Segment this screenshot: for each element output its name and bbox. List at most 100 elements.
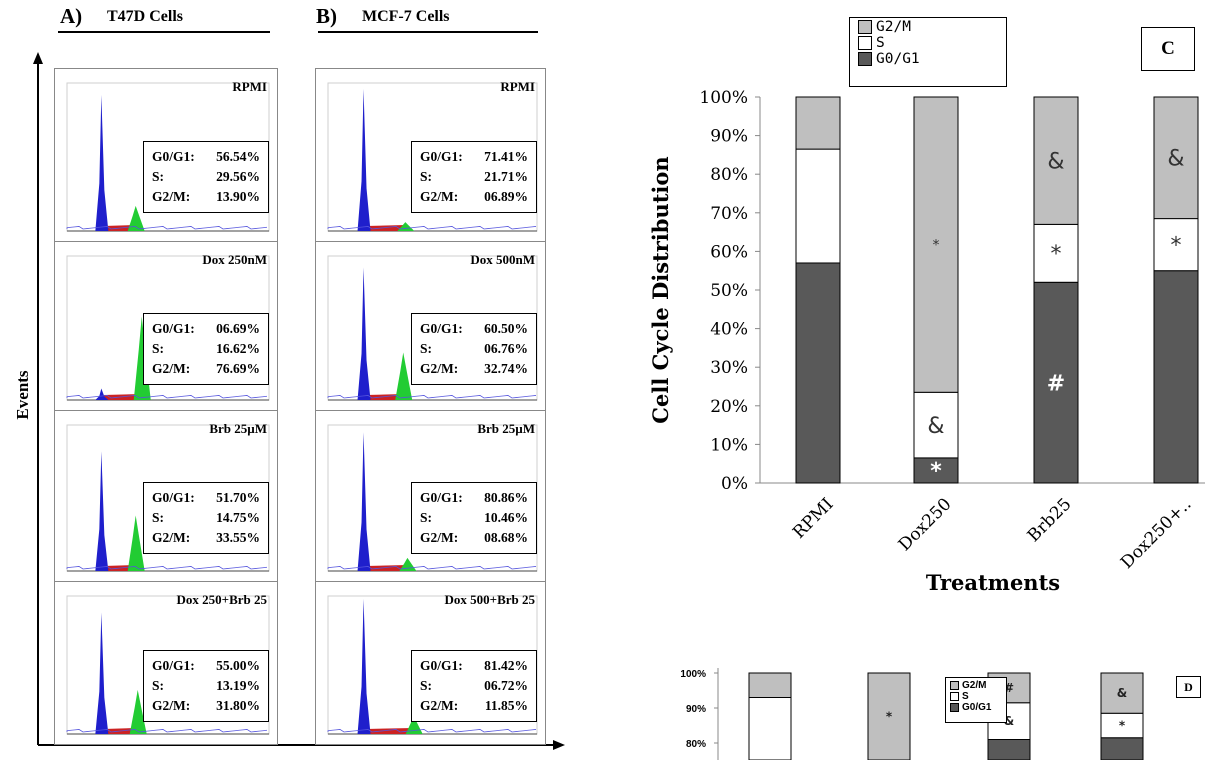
legend-entry: S	[950, 691, 1002, 702]
chart-c-y-tick-label: 80%	[710, 165, 748, 185]
stat-phase: G0/G1:	[152, 658, 195, 674]
panel-c-letter: C	[1141, 27, 1195, 71]
chart-c-annotation: &	[1167, 146, 1184, 171]
stat-value: 60.50%	[484, 320, 528, 336]
chart-c-annotation: *	[933, 238, 940, 254]
stat-row: G2/M: 76.69%	[152, 359, 260, 379]
histogram-trace	[66, 395, 268, 399]
stat-row: G0/G1: 81.42%	[420, 656, 528, 676]
stat-phase: S:	[420, 678, 433, 694]
histogram-condition-label: Dox 250+Brb 25	[176, 592, 267, 607]
legend-label: G0/G1	[876, 51, 920, 67]
chart-d-y-tick-label: 100%	[680, 669, 706, 680]
stat-phase: S:	[152, 510, 165, 526]
stat-phase: S:	[420, 340, 433, 356]
stat-phase: G0/G1:	[420, 320, 463, 336]
stat-value: 76.69%	[216, 360, 260, 376]
chart-c-y-tick-label: 0%	[721, 474, 748, 494]
histogram-plot	[327, 424, 538, 572]
stat-row: G0/G1: 71.41%	[420, 147, 528, 167]
chart-c-bar-g0g1	[795, 262, 841, 484]
chart-c-y-tick-label: 20%	[710, 397, 748, 417]
cell-cycle-stats-box: G0/G1: 55.00% S: 13.19% G2/M: 31.80%	[143, 650, 269, 723]
cell-cycle-stats-box: G0/G1: 80.86% S: 10.46% G2/M: 08.68%	[411, 482, 537, 555]
histogram-trace	[327, 729, 537, 733]
chart-c-y-tick-label: 70%	[710, 204, 748, 224]
stat-row: G2/M: 33.55%	[152, 528, 260, 548]
stat-value: 10.46%	[484, 510, 528, 526]
stat-phase: G2/M:	[420, 698, 459, 714]
stat-row: G2/M: 32.74%	[420, 359, 528, 379]
histogram-condition-label: RPMI	[500, 79, 535, 94]
stat-row: S: 13.19%	[152, 676, 260, 696]
stat-value: 21.71%	[484, 169, 528, 185]
stat-phase: G0/G1:	[420, 658, 463, 674]
stat-row: G2/M: 08.68%	[420, 528, 528, 548]
legend-swatch	[858, 20, 872, 34]
g2m-peak	[129, 689, 147, 734]
chart-c-bar-g0g1	[913, 457, 959, 484]
stat-value: 11.85%	[484, 698, 528, 714]
stat-row: G0/G1: 51.70%	[152, 488, 260, 508]
legend-entry: G0/G1	[950, 702, 1002, 713]
chart-c-bar-g2m	[1033, 96, 1079, 225]
legend-swatch	[858, 52, 872, 66]
stat-value: 81.42%	[484, 658, 528, 674]
chart-c-annotation: &	[1047, 149, 1064, 174]
stat-row: S: 06.72%	[420, 676, 528, 696]
stat-value: 08.68%	[484, 530, 528, 546]
chart-d-y-tick-label: 80%	[686, 739, 706, 750]
chart-c-bar-g2m	[913, 96, 959, 393]
chart-c-bar-g2m	[1153, 96, 1199, 220]
histogram-trace	[66, 729, 268, 733]
stat-row: S: 16.62%	[152, 339, 260, 359]
s-phase-fill	[363, 728, 414, 734]
stat-phase: S:	[152, 678, 165, 694]
legend-label: G0/G1	[962, 702, 992, 713]
histogram-condition-label: Dox 500nM	[470, 252, 535, 267]
legend-label: G2/M	[962, 680, 987, 691]
stat-value: 13.90%	[216, 189, 260, 205]
stat-phase: S:	[420, 510, 433, 526]
stat-value: 33.55%	[216, 530, 260, 546]
stat-phase: G2/M:	[420, 530, 459, 546]
cell-cycle-stats-box: G0/G1: 60.50% S: 06.76% G2/M: 32.74%	[411, 312, 537, 385]
g0g1-peak	[95, 388, 109, 400]
histogram-condition-label: Dox 250nM	[202, 252, 267, 267]
panel-a-title: T47D Cells	[107, 8, 183, 25]
histogram-condition-label: Dox 500+Brb 25	[444, 592, 535, 607]
stat-row: G0/G1: 80.86%	[420, 488, 528, 508]
stat-value: 13.19%	[216, 678, 260, 694]
chart-d-bar-g2m	[867, 672, 911, 760]
legend-label: G2/M	[876, 19, 911, 35]
chart-c-y-tick-label: 100%	[699, 88, 748, 108]
chart-d-bar-s	[748, 697, 792, 760]
chart-c-legend: G2/M S G0/G1	[849, 17, 1007, 87]
stat-value: 06.69%	[216, 320, 260, 336]
legend-entry: G2/M	[950, 680, 1002, 691]
stat-value: 14.75%	[216, 510, 260, 526]
histogram-plot	[66, 424, 270, 572]
chart-c-y-tick-label: 10%	[710, 435, 748, 455]
legend-swatch	[950, 692, 959, 701]
stat-value: 29.56%	[216, 169, 260, 185]
chart-c-y-tick-label: 60%	[710, 242, 748, 262]
stat-value: 71.41%	[484, 149, 528, 165]
stat-value: 31.80%	[216, 698, 260, 714]
stat-value: 06.76%	[484, 340, 528, 356]
chart-d-annotation: *	[886, 710, 893, 724]
histogram-mcf7-4: Dox 500+Brb 25 G0/G1: 81.42% S: 06.72% G2/M: 1…	[315, 581, 546, 745]
histogram-condition-label: Brb 25µM	[209, 421, 267, 436]
histogram-mcf7-3: Brb 25µM G0/G1: 80.86% S: 10.46% G2/M: 08.68%	[315, 410, 546, 582]
stat-row: G2/M: 11.85%	[420, 696, 528, 716]
chart-d-bar-g2m	[1100, 672, 1144, 714]
chart-c-annotation: #	[1047, 371, 1065, 396]
panel-a-underline	[58, 31, 270, 33]
stat-value: 80.86%	[484, 490, 528, 506]
histogram-mcf7-2: Dox 500nM G0/G1: 60.50% S: 06.76% G2/M: 32.74%	[315, 241, 546, 411]
panel-d-letter: D	[1176, 676, 1201, 698]
stat-phase: G0/G1:	[152, 490, 195, 506]
stat-row: G2/M: 13.90%	[152, 187, 260, 207]
g0g1-peak	[357, 267, 371, 400]
histogram-plot	[66, 595, 270, 735]
